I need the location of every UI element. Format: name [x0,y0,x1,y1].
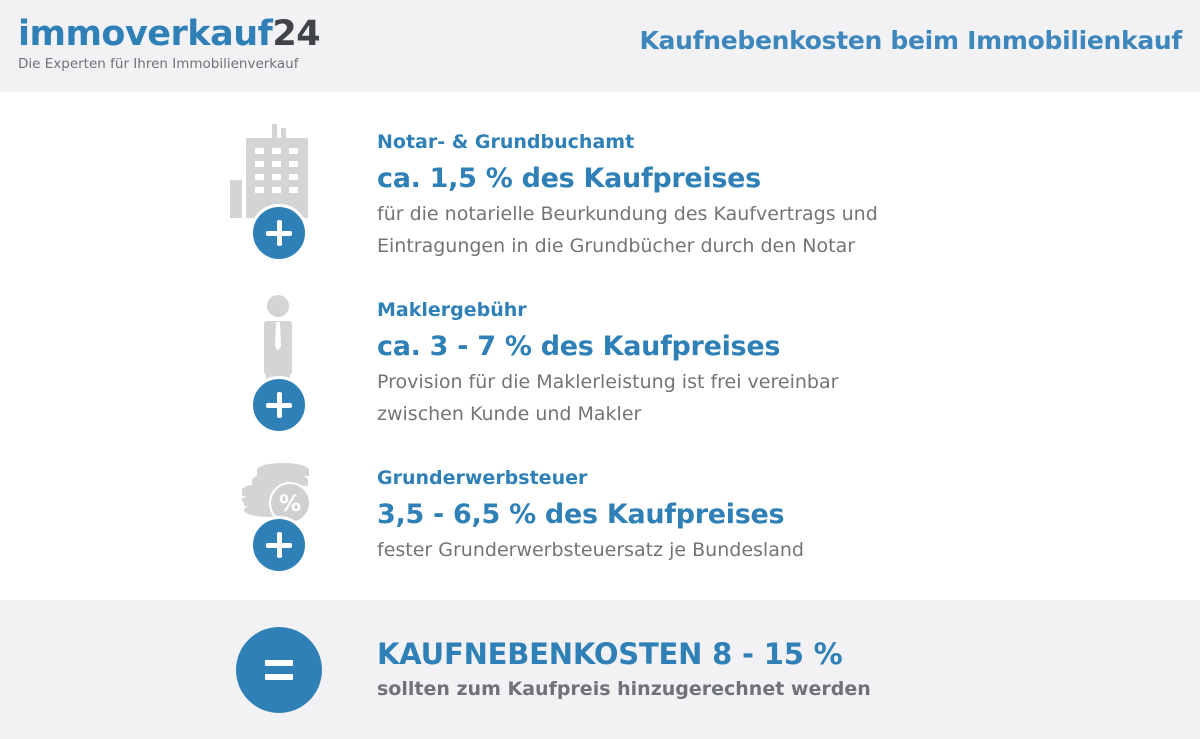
desc-line: für die notarielle Beurkundung des Kaufv… [377,203,878,225]
cost-item-desc: für die notarielle Beurkundung des Kaufv… [377,198,878,262]
brand-name-main: immoverkauf [18,14,273,54]
person-icon [228,288,318,434]
percent-symbol: % [279,492,301,517]
desc-line: Eintragungen in die Grundbücher durch de… [377,235,856,257]
cost-item-text: Notar- & Grundbuchamt ca. 1,5 % des Kauf… [377,130,878,262]
cost-item-title: Maklergebühr [377,299,527,321]
cost-item-title: Notar- & Grundbuchamt [377,131,635,153]
desc-line: Provision für die Maklerleistung ist fre… [377,371,839,393]
plus-icon [250,376,308,434]
header-bar: immoverkauf24 Die Experten für Ihren Imm… [0,0,1200,92]
brand-tagline: Die Experten für Ihren Immobilienverkauf [18,56,299,72]
total-subtitle: sollten zum Kaufpreis hinzugerechnet wer… [377,678,871,700]
plus-icon [250,516,308,574]
building-icon [228,120,318,262]
cost-item-desc: fester Grunderwerbsteuersatz je Bundesla… [377,534,804,566]
cost-item-amount: ca. 1,5 % des Kaufpreises [377,163,761,194]
cost-item-text: Maklergebühr ca. 3 - 7 % des Kaufpreises… [377,298,838,430]
equals-icon [236,627,322,713]
cost-item-title: Grunderwerbsteuer [377,467,588,489]
cost-item-amount: 3,5 - 6,5 % des Kaufpreises [377,499,785,530]
cost-item-text: Grunderwerbsteuer 3,5 - 6,5 % des Kaufpr… [377,466,804,566]
total-title: KAUFNEBENKOSTEN 8 - 15 % [377,637,843,671]
total-band: KAUFNEBENKOSTEN 8 - 15 % sollten zum Kau… [0,600,1200,739]
cost-item-desc: Provision für die Maklerleistung ist fre… [377,366,838,430]
plus-icon [250,204,308,262]
brand-name: immoverkauf24 [18,14,321,54]
cost-item-amount: ca. 3 - 7 % des Kaufpreises [377,331,781,362]
coins-percent-icon: % [228,458,318,598]
desc-line: zwischen Kunde und Makler [377,403,642,425]
brand-logo[interactable]: immoverkauf24 Die Experten für Ihren Imm… [18,14,321,72]
brand-name-suffix: 24 [272,14,321,54]
desc-line: fester Grunderwerbsteuersatz je Bundesla… [377,539,804,561]
total-text: KAUFNEBENKOSTEN 8 - 15 % sollten zum Kau… [377,636,871,702]
page-title: Kaufnebenkosten beim Immobilienkauf [639,26,1182,55]
